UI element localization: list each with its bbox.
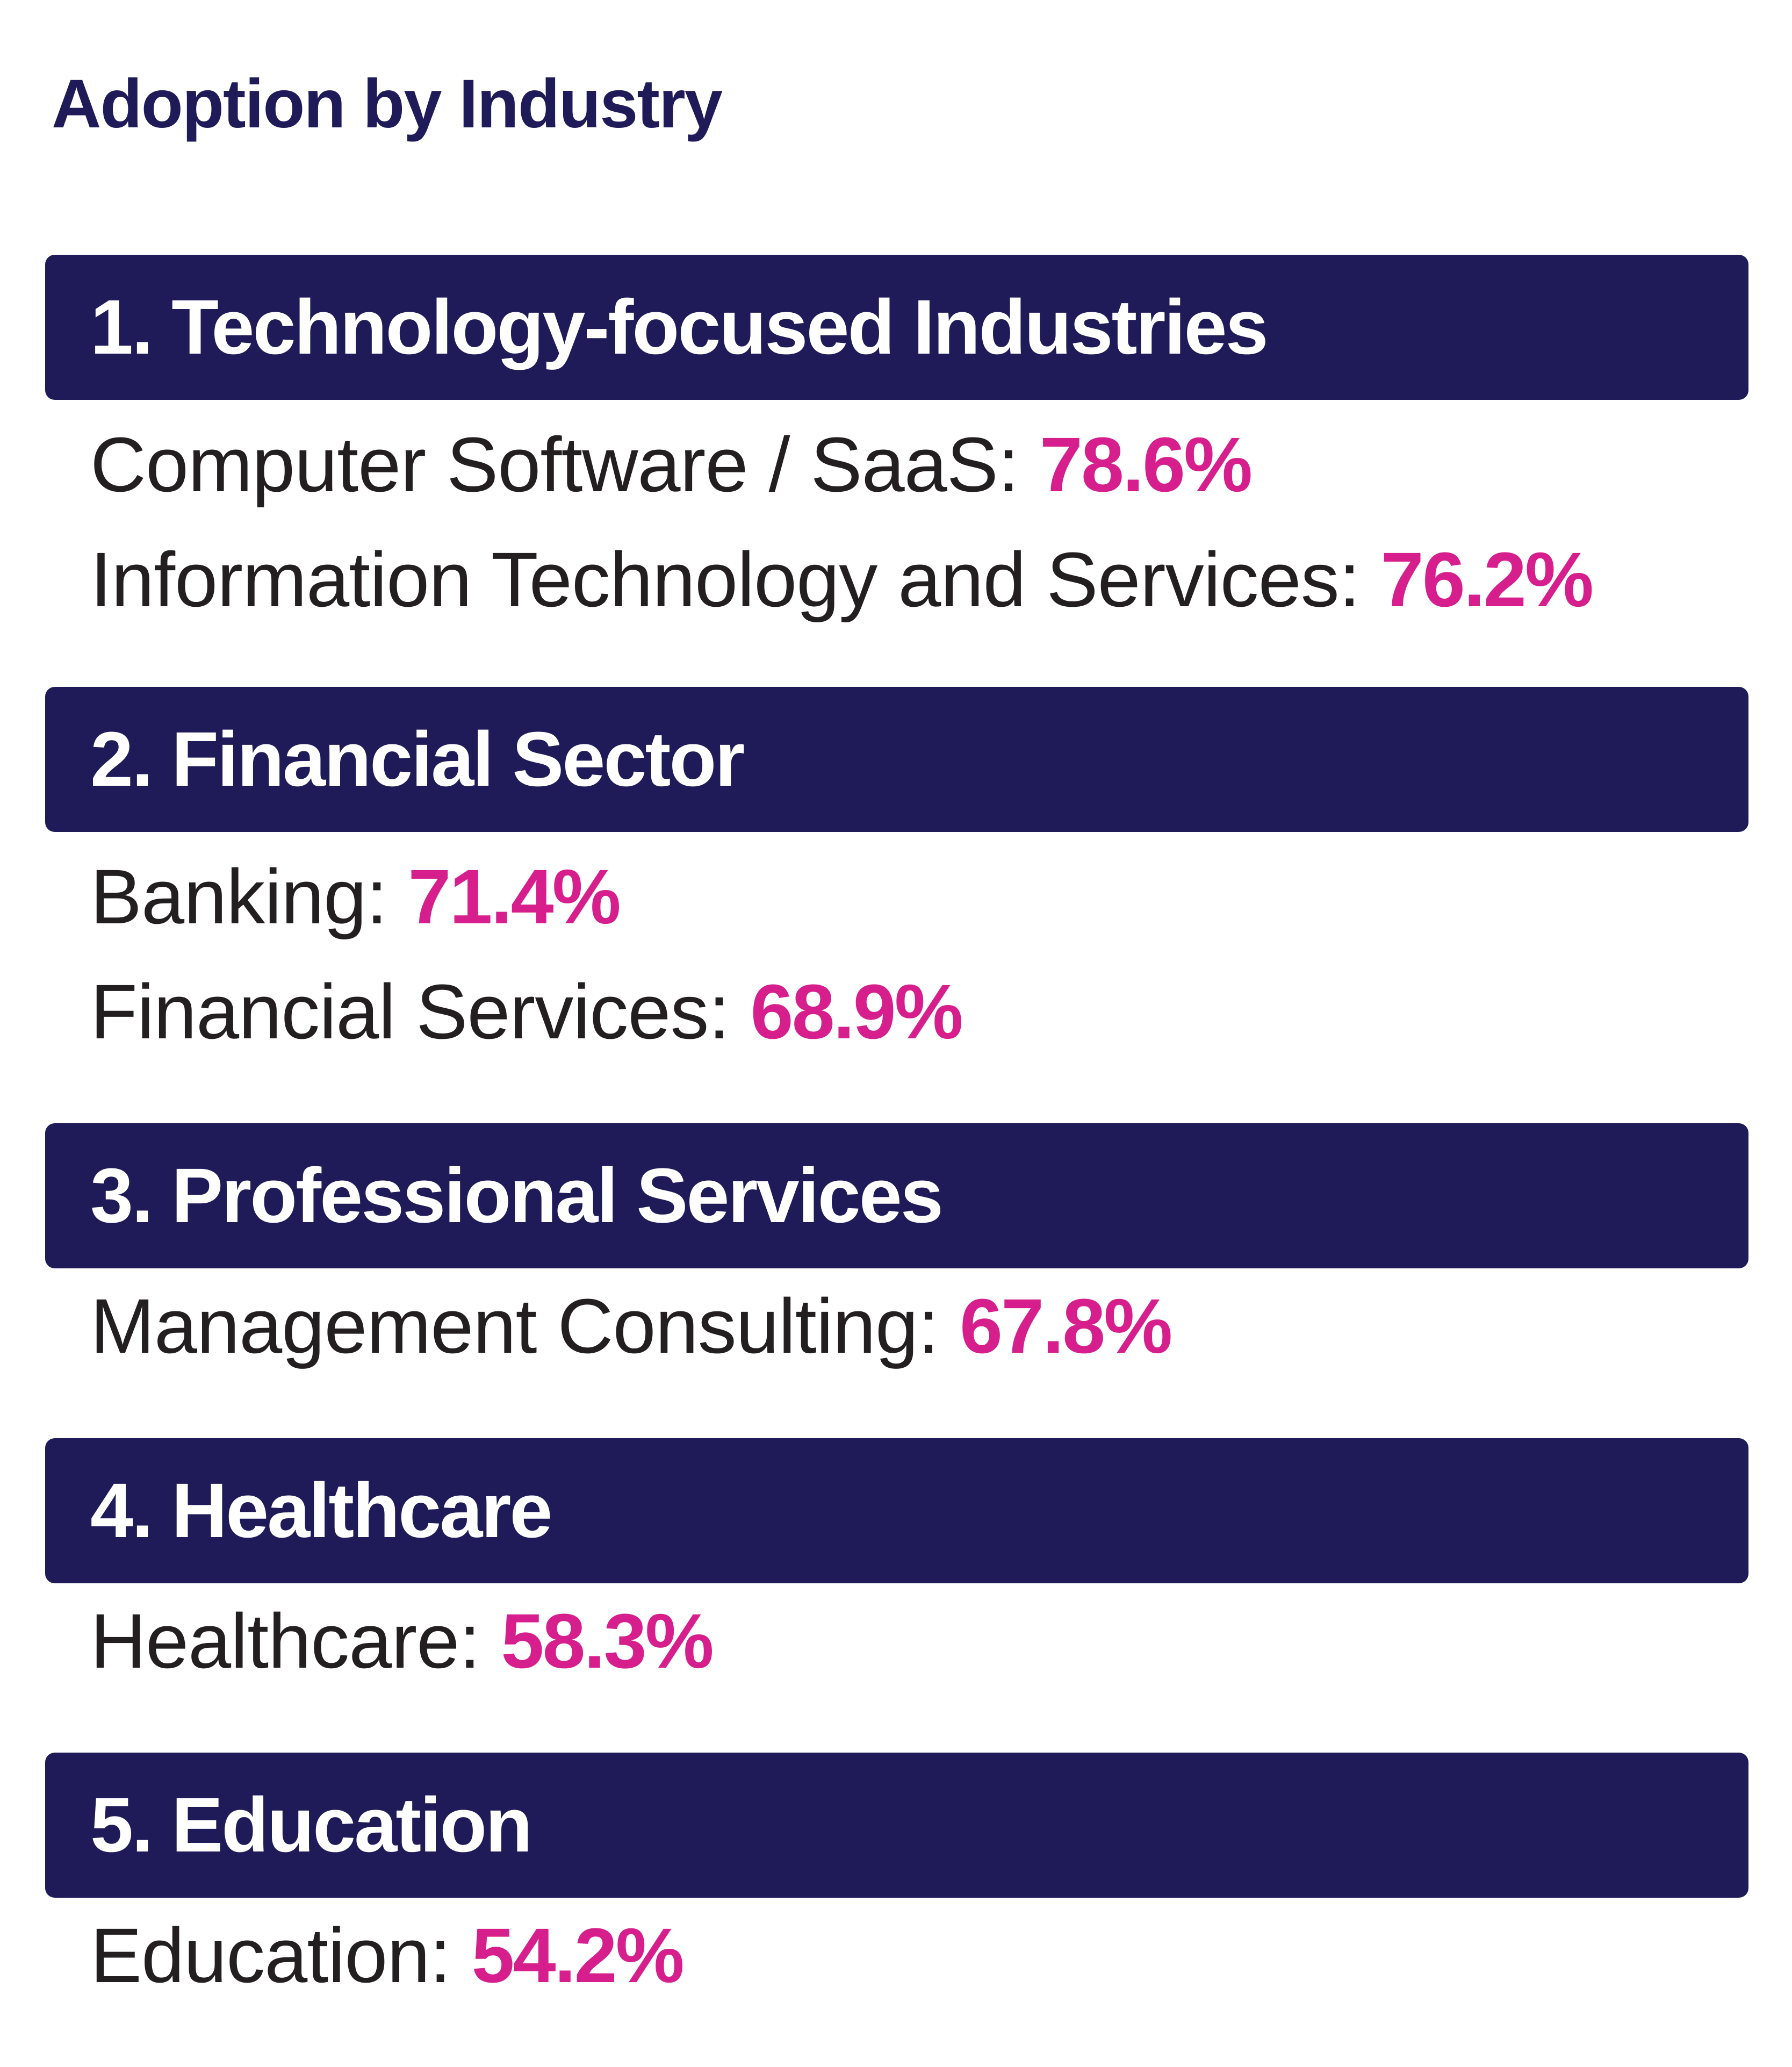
stat-row-healthcare: Healthcare: 58.3% [90,1603,714,1680]
stat-row-management-consulting: Management Consulting: 67.8% [90,1288,1172,1365]
stat-row-computer-software: Computer Software / SaaS: 78.6% [90,426,1253,504]
section-header-healthcare: 4. Healthcare [45,1438,1748,1583]
stat-label: Banking: [90,853,387,940]
stat-label: Financial Services: [90,968,730,1055]
section-heading: 3. Professional Services [90,1152,944,1239]
stat-row-financial-services: Financial Services: 68.9% [90,973,963,1051]
stat-value: 67.8% [959,1283,1172,1369]
section-heading: 1. Technology-focused Industries [90,284,1269,370]
section-header-financial: 2. Financial Sector [45,687,1748,832]
stat-value: 78.6% [1039,421,1253,508]
stat-row-information-technology: Information Technology and Services: 76.… [90,541,1594,619]
stat-label: Computer Software / SaaS: [90,421,1019,508]
section-header-education: 5. Education [45,1753,1748,1898]
page-title: Adoption by Industry [52,66,723,142]
stat-label: Management Consulting: [90,1283,939,1369]
section-heading: 5. Education [90,1782,532,1868]
section-heading: 4. Healthcare [90,1467,552,1554]
stat-row-banking: Banking: 71.4% [90,858,621,936]
stat-value: 76.2% [1380,536,1594,623]
section-header-technology: 1. Technology-focused Industries [45,255,1748,400]
stat-row-education: Education: 54.2% [90,1917,685,1994]
stat-value: 71.4% [408,853,621,940]
stat-value: 68.9% [750,968,963,1055]
section-header-professional-services: 3. Professional Services [45,1123,1748,1268]
stat-label: Education: [90,1912,451,1999]
stat-label: Healthcare: [90,1598,480,1684]
stat-label: Information Technology and Services: [90,536,1361,623]
stat-value: 54.2% [471,1912,685,1999]
section-heading: 2. Financial Sector [90,716,745,802]
stat-value: 58.3% [501,1598,714,1684]
